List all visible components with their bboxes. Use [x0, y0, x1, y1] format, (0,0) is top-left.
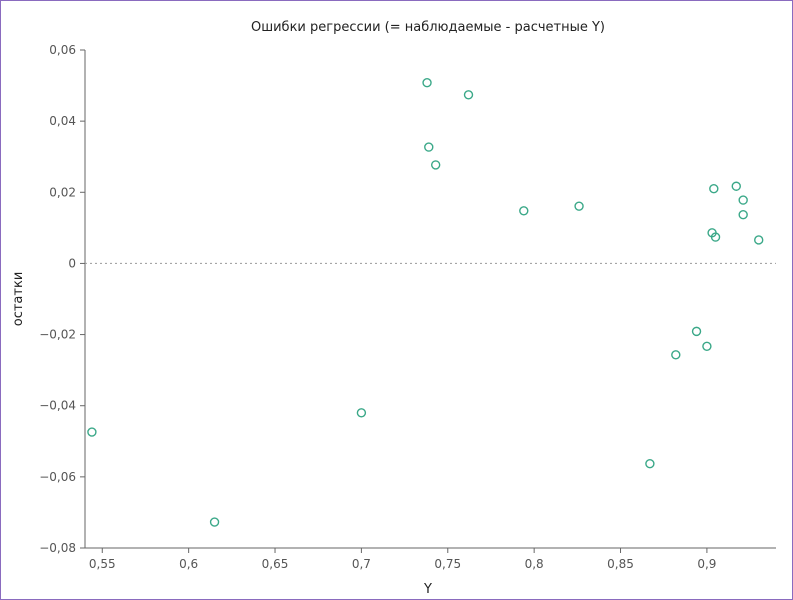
- x-tick-label: 0,8: [525, 557, 544, 571]
- y-tick-label: −0,04: [39, 399, 76, 413]
- y-tick-label: 0: [68, 256, 76, 270]
- x-tick-label: 0,7: [352, 557, 371, 571]
- data-point: [574, 201, 584, 211]
- data-point: [702, 341, 712, 352]
- y-axis-title: остатки: [11, 272, 26, 327]
- data-point: [671, 350, 681, 360]
- x-tick-label: 0,85: [607, 557, 634, 571]
- x-tick-label: 0,65: [262, 557, 289, 571]
- data-point: [424, 142, 434, 152]
- y-tick-label: 0,04: [49, 114, 76, 128]
- data-point: [710, 232, 721, 242]
- x-tick-label: 0,9: [697, 557, 716, 571]
- chart-title: Ошибки регрессии (= наблюдаемые - расчет…: [251, 20, 605, 35]
- data-point: [691, 326, 702, 337]
- x-tick-label: 0,55: [89, 557, 116, 571]
- x-tick-label: 0,75: [434, 557, 461, 571]
- y-tick-label: 0,06: [49, 43, 76, 57]
- data-point: [87, 427, 97, 437]
- axes: −0,08 −0,06 −0,04 −0,02 0 0,02 0,04 0,06 0,55 0,6…: [39, 43, 776, 571]
- data-point: [754, 235, 764, 245]
- data-point: [463, 90, 474, 100]
- data-point: [422, 78, 432, 88]
- data-point: [738, 195, 748, 205]
- data-point: [356, 408, 367, 418]
- data-point: [519, 206, 529, 216]
- data-points: [87, 78, 764, 527]
- y-tick-label: 0,02: [49, 185, 76, 199]
- data-point: [209, 517, 220, 527]
- x-tick-label: 0,6: [179, 557, 198, 571]
- data-point: [645, 458, 655, 469]
- x-axis-title: Y: [423, 582, 432, 597]
- data-point: [430, 160, 441, 170]
- y-tick-label: −0,06: [39, 470, 76, 484]
- data-point: [731, 181, 741, 191]
- data-point: [738, 209, 748, 220]
- data-point: [709, 184, 719, 194]
- y-tick-label: −0,02: [39, 328, 76, 342]
- y-tick-label: −0,08: [39, 541, 76, 555]
